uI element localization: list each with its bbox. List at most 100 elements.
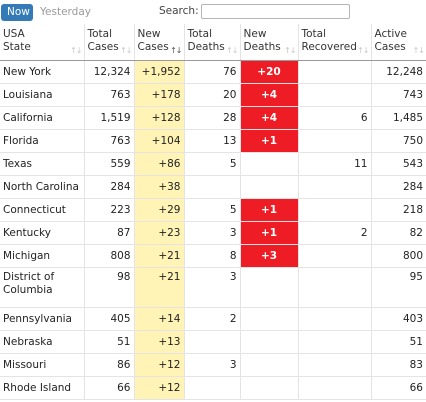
- cell-active-cases: 750: [371, 129, 426, 153]
- tab-now[interactable]: Now: [1, 4, 33, 21]
- table-row: Nebraska 51 +13 51: [0, 330, 426, 354]
- search-input[interactable]: [201, 4, 350, 19]
- header-label-line2: Cases: [87, 41, 119, 53]
- header-label-line1: Active: [374, 28, 407, 40]
- sort-arrows-icon[interactable]: ↑↓: [70, 46, 82, 55]
- header-label-line1: Total: [301, 28, 327, 40]
- column-header-total-deaths[interactable]: Total Deaths ↑↓: [184, 24, 241, 61]
- cell-active-cases: 83: [371, 353, 426, 377]
- cell-new-cases: +21: [134, 244, 185, 268]
- table-row: Rhode Island 66 +12 66: [0, 376, 426, 400]
- cell-total-deaths: 28: [184, 106, 241, 130]
- search-label: Search:: [159, 5, 199, 17]
- table-row: Michigan 808 +21 8 +3 800: [0, 244, 426, 268]
- table-row: Florida 763 +104 13 +1 750: [0, 129, 426, 153]
- cell-total-deaths: 13: [184, 129, 241, 153]
- cell-total-cases: 559: [84, 152, 135, 176]
- cell-total-recovered: [298, 83, 372, 107]
- cell-active-cases: 543: [371, 152, 426, 176]
- tab-yesterday[interactable]: Yesterday: [40, 6, 91, 18]
- cell-new-deaths: +4: [240, 83, 299, 107]
- cell-state: New York: [0, 60, 85, 84]
- sort-arrows-icon[interactable]: ↑↓: [226, 46, 238, 55]
- table-row: Texas 559 +86 5 11 543: [0, 152, 426, 176]
- cell-active-cases: 95: [371, 267, 426, 308]
- cell-total-deaths: 5: [184, 152, 241, 176]
- table-row: Louisiana 763 +178 20 +4 743: [0, 83, 426, 107]
- cell-total-cases: 1,519: [84, 106, 135, 130]
- header-label-line2: Cases: [137, 41, 169, 53]
- cell-state: Michigan: [0, 244, 85, 268]
- cell-total-deaths: [184, 376, 241, 400]
- cell-total-cases: 223: [84, 198, 135, 222]
- sort-arrows-icon[interactable]: ↑↓: [170, 46, 182, 55]
- sort-arrows-icon[interactable]: ↑↓: [120, 46, 132, 55]
- cell-new-deaths: +1: [240, 129, 299, 153]
- header-label-line2: Cases: [374, 41, 406, 53]
- column-header-total-cases[interactable]: Total Cases ↑↓: [84, 24, 135, 61]
- cell-active-cases: 82: [371, 221, 426, 245]
- cell-new-cases: +13: [134, 330, 185, 354]
- cell-state: Pennsylvania: [0, 307, 85, 331]
- column-header-new-deaths[interactable]: New Deaths ↑↓: [240, 24, 299, 61]
- cell-new-deaths: [240, 152, 299, 176]
- cell-new-deaths: [240, 267, 299, 308]
- cell-active-cases: 284: [371, 175, 426, 199]
- column-header-active-cases[interactable]: Active Cases ↑↓: [371, 24, 426, 61]
- cell-total-recovered: [298, 175, 372, 199]
- cell-total-deaths: 3: [184, 267, 241, 308]
- cell-total-recovered: 11: [298, 152, 372, 176]
- cell-total-deaths: 76: [184, 60, 241, 84]
- cell-new-cases: +21: [134, 267, 185, 308]
- column-header-total-recovered[interactable]: Total Recovered ↑↓: [298, 24, 372, 61]
- cell-new-deaths: +1: [240, 198, 299, 222]
- cell-new-cases: +29: [134, 198, 185, 222]
- cell-new-cases: +12: [134, 353, 185, 377]
- cell-total-cases: 12,324: [84, 60, 135, 84]
- table-body: New York 12,324 +1,952 76 +20 12,248 Louisiana…: [0, 60, 426, 400]
- cell-total-cases: 87: [84, 221, 135, 245]
- cell-total-deaths: 3: [184, 221, 241, 245]
- cell-state: North Carolina: [0, 175, 85, 199]
- header-label-line2: State: [3, 41, 31, 53]
- states-table: USA State ↑↓ Total Cases ↑↓ New Cases ↑↓ Total Dea…: [0, 24, 426, 400]
- sort-arrows-icon[interactable]: ↑↓: [357, 46, 369, 55]
- cell-active-cases: 51: [371, 330, 426, 354]
- cell-new-deaths: [240, 353, 299, 377]
- cell-total-deaths: 2: [184, 307, 241, 331]
- cell-new-cases: +38: [134, 175, 185, 199]
- header-label-line2: Recovered: [301, 41, 357, 53]
- cell-state: Kentucky: [0, 221, 85, 245]
- cell-state: Louisiana: [0, 83, 85, 107]
- column-header-state[interactable]: USA State ↑↓: [0, 24, 85, 61]
- table-row: District of Columbia 98 +21 3 95: [0, 267, 426, 308]
- cell-total-cases: 51: [84, 330, 135, 354]
- cell-total-deaths: 20: [184, 83, 241, 107]
- cell-active-cases: 1,485: [371, 106, 426, 130]
- cell-state: Missouri: [0, 353, 85, 377]
- cell-state: Rhode Island: [0, 376, 85, 400]
- cell-new-cases: +104: [134, 129, 185, 153]
- header-label-line1: USA: [3, 28, 25, 40]
- cell-total-deaths: 8: [184, 244, 241, 268]
- toolbar: Now Yesterday Search:: [0, 0, 426, 24]
- column-header-new-cases[interactable]: New Cases ↑↓: [134, 24, 185, 61]
- cell-state: District of Columbia: [0, 267, 85, 308]
- sort-arrows-icon[interactable]: ↑↓: [284, 46, 296, 55]
- sort-arrows-icon[interactable]: ↑↓: [412, 46, 425, 55]
- cell-active-cases: 743: [371, 83, 426, 107]
- table-header: USA State ↑↓ Total Cases ↑↓ New Cases ↑↓ Total Dea…: [0, 24, 426, 61]
- cell-active-cases: 66: [371, 376, 426, 400]
- cell-total-recovered: [298, 60, 372, 84]
- cell-total-cases: 405: [84, 307, 135, 331]
- cell-state: Florida: [0, 129, 85, 153]
- cell-new-deaths: +3: [240, 244, 299, 268]
- cell-total-recovered: [298, 198, 372, 222]
- cell-new-cases: +178: [134, 83, 185, 107]
- cell-new-deaths: [240, 307, 299, 331]
- header-label-line1: Total: [187, 28, 213, 40]
- cell-total-cases: 66: [84, 376, 135, 400]
- table-row: Missouri 86 +12 3 83: [0, 353, 426, 377]
- header-label-line1: Total: [87, 28, 113, 40]
- cell-total-recovered: [298, 244, 372, 268]
